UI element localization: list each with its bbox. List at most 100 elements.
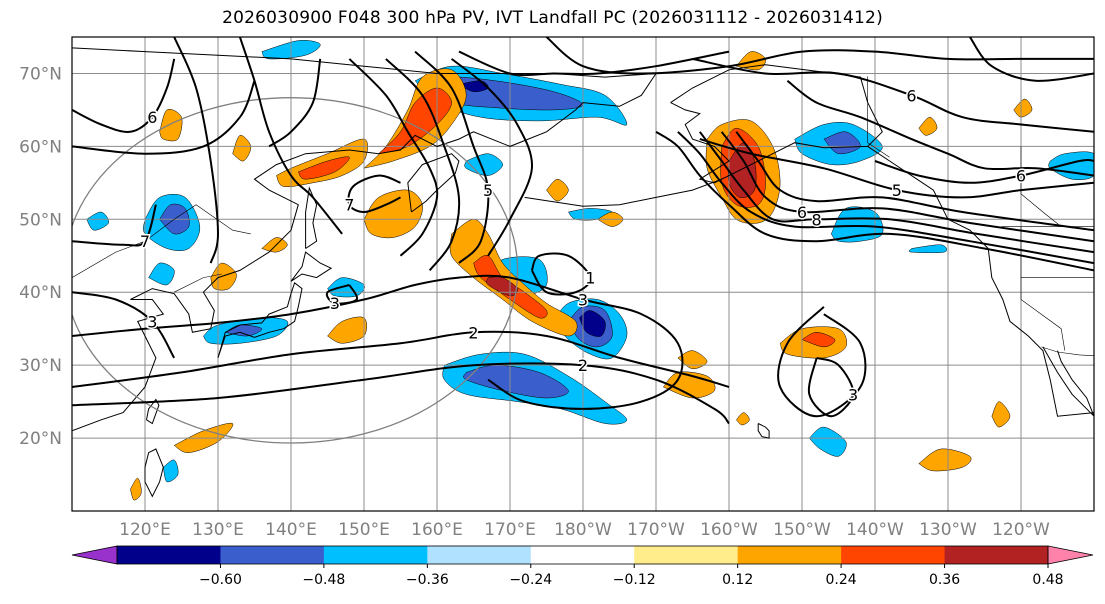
colorbar-tick-label-0: −0.60 [199, 572, 242, 588]
pv-contour-11 [348, 58, 439, 257]
anomaly-patch-38 [801, 332, 836, 348]
lon-label-5: 170°E [484, 520, 536, 540]
anomaly-patch-40 [327, 316, 367, 344]
lon-label-6: 180°W [554, 520, 612, 540]
pv-contour-13 [414, 50, 490, 264]
pv-contour-label-2: 3 [578, 291, 588, 310]
range-circle-layer [72, 97, 519, 444]
lon-label-10: 140°W [846, 520, 904, 540]
pv-contour-23 [699, 131, 1094, 254]
coastline-alaska [670, 64, 883, 184]
pv-contour-14 [450, 58, 533, 257]
pv-contour-28 [807, 356, 855, 418]
border-us-states-2 [1020, 277, 1066, 351]
pv-contour-label-17: 6 [906, 86, 916, 105]
anomaly-patch-43 [261, 237, 288, 253]
pv-contour-label-28: 3 [848, 385, 858, 404]
border-layer [72, 76, 1094, 356]
anomaly-patch-24 [908, 244, 948, 254]
anomaly-patch-27 [377, 87, 452, 155]
coastline-philippines [144, 448, 164, 498]
anomaly-patch-25 [163, 459, 179, 483]
lon-label-12: 120°W [992, 520, 1050, 540]
anomaly-patch-52 [735, 412, 750, 426]
border-us-states-1 [1020, 226, 1094, 278]
colorbar-tick-label-4: −0.12 [613, 572, 656, 588]
colorbar-tick-label-2: −0.36 [406, 572, 449, 588]
pv-contour-10 [347, 174, 401, 214]
pv-contour-label-26: 6 [1016, 167, 1026, 186]
lon-label-3: 150°E [338, 520, 390, 540]
lon-label-4: 160°E [411, 520, 463, 540]
pv-contour-label-23: 8 [812, 210, 822, 229]
colorbar-extend-high [1047, 545, 1094, 565]
pv-contour-2 [72, 274, 684, 410]
coastline-aleutians [524, 178, 722, 207]
anomaly-patch-19 [464, 153, 503, 176]
colorbar-segment-3 [427, 546, 532, 564]
colorbar-segment-0 [117, 546, 221, 564]
pv-contour-22 [677, 131, 1094, 265]
anomaly-patch-54 [130, 477, 142, 501]
longitude-labels: 120°E 130°E 140°E 150°E 160°E 170°E 180°W 170°W… [119, 520, 1050, 540]
colorbar-segment-8 [944, 546, 1049, 564]
pv-contour-label-29: 1 [585, 269, 595, 288]
coastline-japan-honshu [217, 281, 303, 359]
anomaly-patch-55 [918, 116, 938, 136]
range-circle [72, 97, 519, 444]
pv-contour-19 [786, 79, 1094, 177]
pv-contour-0 [72, 362, 730, 425]
lon-label-0: 120°E [119, 520, 171, 540]
anomaly-patch-20 [86, 211, 109, 231]
colorbar-tick-label-3: −0.24 [509, 572, 552, 588]
anomaly-patch-42 [159, 109, 183, 142]
border-bc-alberta [1020, 146, 1062, 227]
colorbar-tick-label-6: 0.24 [826, 572, 857, 588]
lon-label-1: 130°E [192, 520, 244, 540]
pv-contour-25 [735, 131, 1094, 232]
colorbar-segment-2 [323, 546, 428, 564]
anomaly-patch-46 [546, 178, 569, 202]
pv-contour-label-20: 5 [892, 181, 902, 200]
colorbar-frame [116, 545, 1049, 565]
map-title: 2026030900 F048 300 hPa PV, IVT Landfall… [222, 8, 883, 28]
pv-contour-4 [72, 204, 157, 247]
anomaly-patch-10 [579, 310, 606, 337]
pv-contour-label-10: 7 [344, 196, 354, 215]
pv-contour-label-1: 2 [468, 323, 478, 342]
pv-contour-6 [72, 80, 256, 155]
pv-contour-30 [325, 283, 359, 305]
pv-contour-16 [545, 37, 1094, 75]
pv-contour-label-30: 3 [330, 294, 340, 313]
colorbar-tick-label-8: 0.48 [1032, 572, 1063, 588]
pv-contour-27 [777, 306, 867, 418]
coastline-east-asia [72, 47, 657, 432]
lat-label-3: 50°N [19, 210, 62, 230]
pv-contour-29 [530, 252, 592, 296]
colorbar-tick-label-7: 0.36 [929, 572, 960, 588]
anomaly-patch-41 [210, 262, 237, 291]
border-alaska-canada [867, 76, 890, 158]
colorbar-tick-label-1: −0.48 [302, 572, 345, 588]
lat-label-5: 70°N [19, 64, 62, 84]
lon-label-2: 140°E [265, 520, 317, 540]
anomaly-patch-21 [148, 262, 175, 286]
colorbar-segment-6 [737, 546, 842, 564]
pv-contour-18 [969, 37, 1094, 82]
pv-contour-label-5: 6 [147, 108, 157, 127]
pv-contour-15 [458, 50, 730, 77]
pv-contour-7 [173, 37, 220, 264]
anomaly-patch-48 [918, 448, 972, 472]
pv-contour-17 [692, 57, 1094, 133]
pv-contour-8 [238, 37, 343, 235]
pv-contour-label-13: 5 [483, 181, 493, 200]
lat-label-0: 20°N [19, 429, 62, 449]
coastline-baja [1042, 346, 1094, 417]
pv-contour-24 [720, 131, 1094, 243]
colorbar-extend-low [71, 545, 118, 565]
coastline-hawaii-islands [757, 423, 770, 439]
lat-label-1: 30°N [19, 356, 62, 376]
pv-contour-21 [655, 130, 1094, 272]
lat-label-4: 60°N [19, 137, 62, 157]
lon-label-7: 170°W [627, 520, 685, 540]
